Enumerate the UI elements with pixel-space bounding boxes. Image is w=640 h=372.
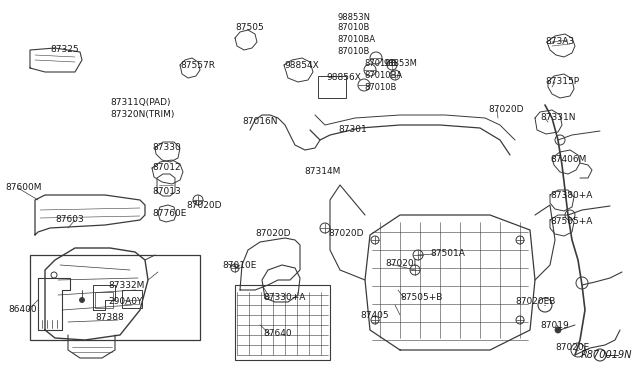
Text: 86400: 86400: [8, 305, 36, 314]
Text: 87557R: 87557R: [180, 61, 215, 70]
Text: 87301: 87301: [338, 125, 367, 135]
Text: 87010B: 87010B: [337, 48, 369, 57]
Bar: [318, 76, 346, 98]
Text: 87320N(TRIM): 87320N(TRIM): [110, 110, 174, 119]
Text: 87315P: 87315P: [545, 77, 579, 87]
Text: 87380+A: 87380+A: [550, 192, 593, 201]
Text: 87020D: 87020D: [488, 106, 524, 115]
Text: 98853M: 98853M: [384, 60, 418, 68]
Text: 87010B: 87010B: [364, 83, 396, 93]
Text: 87010BA: 87010BA: [364, 71, 402, 80]
Text: 98856X: 98856X: [326, 74, 361, 83]
Text: R870019N: R870019N: [580, 350, 632, 360]
Text: 87010E: 87010E: [222, 260, 257, 269]
Circle shape: [79, 298, 84, 302]
Text: 87013: 87013: [152, 187, 180, 196]
Text: 87020D: 87020D: [186, 201, 221, 209]
Text: 87405: 87405: [360, 311, 388, 320]
Text: 87020E: 87020E: [555, 343, 589, 353]
Text: 87311Q(PAD): 87311Q(PAD): [110, 99, 170, 108]
Text: 87501A: 87501A: [430, 250, 465, 259]
Text: 87314M: 87314M: [304, 167, 340, 176]
Bar: [235, 285, 330, 360]
Text: 87010B: 87010B: [337, 23, 369, 32]
Bar: [30, 255, 200, 340]
Text: 87505: 87505: [235, 23, 264, 32]
Text: 87603: 87603: [55, 215, 84, 224]
Text: 87330: 87330: [152, 144, 180, 153]
Text: 87600M: 87600M: [5, 183, 42, 192]
Text: 87020I: 87020I: [385, 260, 416, 269]
Bar: [122, 290, 142, 308]
Text: 87332M: 87332M: [108, 280, 145, 289]
Text: 87505+A: 87505+A: [550, 218, 593, 227]
Text: 87012: 87012: [152, 164, 180, 173]
Text: 87505+B: 87505+B: [400, 294, 442, 302]
Text: 98853N: 98853N: [337, 13, 370, 22]
Text: 87325: 87325: [50, 45, 79, 55]
Text: 87020D: 87020D: [328, 230, 364, 238]
Text: 87640: 87640: [263, 330, 292, 339]
Text: 87010BA: 87010BA: [337, 35, 375, 45]
Text: 873A3: 873A3: [545, 38, 574, 46]
Text: 87019: 87019: [540, 321, 569, 330]
Text: 87331N: 87331N: [540, 113, 575, 122]
Text: 87406M: 87406M: [550, 155, 586, 164]
Text: 87330+A: 87330+A: [263, 294, 305, 302]
Circle shape: [555, 327, 561, 333]
Text: 87020EB: 87020EB: [515, 296, 556, 305]
Text: 87020D: 87020D: [255, 230, 291, 238]
Text: 87760E: 87760E: [152, 208, 186, 218]
Text: 98854X: 98854X: [284, 61, 319, 70]
Text: 290A0Y: 290A0Y: [108, 298, 142, 307]
Text: 87016N: 87016N: [242, 118, 278, 126]
Text: 87010B: 87010B: [364, 60, 396, 68]
Text: 87388: 87388: [95, 314, 124, 323]
Bar: [95, 292, 113, 308]
